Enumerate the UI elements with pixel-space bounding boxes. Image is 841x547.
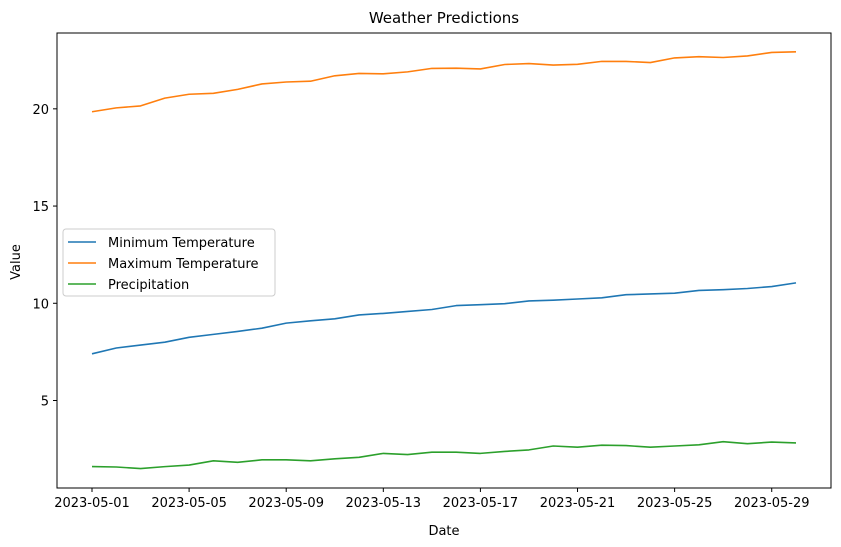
y-axis-label: Value bbox=[9, 244, 24, 280]
x-tick-label: 2023-05-29 bbox=[734, 496, 810, 511]
series-line-0 bbox=[91, 282, 797, 355]
legend-box bbox=[62, 228, 276, 297]
series-line-1 bbox=[91, 51, 797, 113]
y-tick-label: 10 bbox=[32, 297, 49, 312]
y-axis: 5 10 15 20 bbox=[32, 103, 57, 410]
legend-label: Precipitation bbox=[108, 278, 189, 293]
plot-frame bbox=[56, 32, 832, 489]
y-tick-label: 15 bbox=[32, 200, 49, 215]
y-tick-label: 20 bbox=[32, 103, 49, 118]
x-tick-label: 2023-05-05 bbox=[151, 496, 227, 511]
x-tick-label: 2023-05-13 bbox=[346, 496, 422, 511]
series-layer bbox=[91, 51, 797, 470]
x-tick-label: 2023-05-17 bbox=[443, 496, 519, 511]
x-tick-label: 2023-05-21 bbox=[540, 496, 616, 511]
series-line-2 bbox=[91, 440, 797, 470]
legend-label: Maximum Temperature bbox=[108, 257, 259, 272]
legend: Minimum Temperature Maximum Temperature Pr… bbox=[62, 228, 276, 297]
x-tick-label: 2023-05-25 bbox=[637, 496, 713, 511]
x-tick-label: 2023-05-01 bbox=[54, 496, 130, 511]
x-axis-label: Date bbox=[428, 524, 459, 539]
y-tick-label: 5 bbox=[41, 395, 49, 410]
legend-label: Minimum Temperature bbox=[108, 236, 255, 251]
x-tick-label: 2023-05-09 bbox=[248, 496, 324, 511]
x-axis: 2023-05-01 2023-05-05 2023-05-09 2023-05-13… bbox=[54, 488, 810, 511]
chart-title: Weather Predictions bbox=[369, 9, 519, 27]
